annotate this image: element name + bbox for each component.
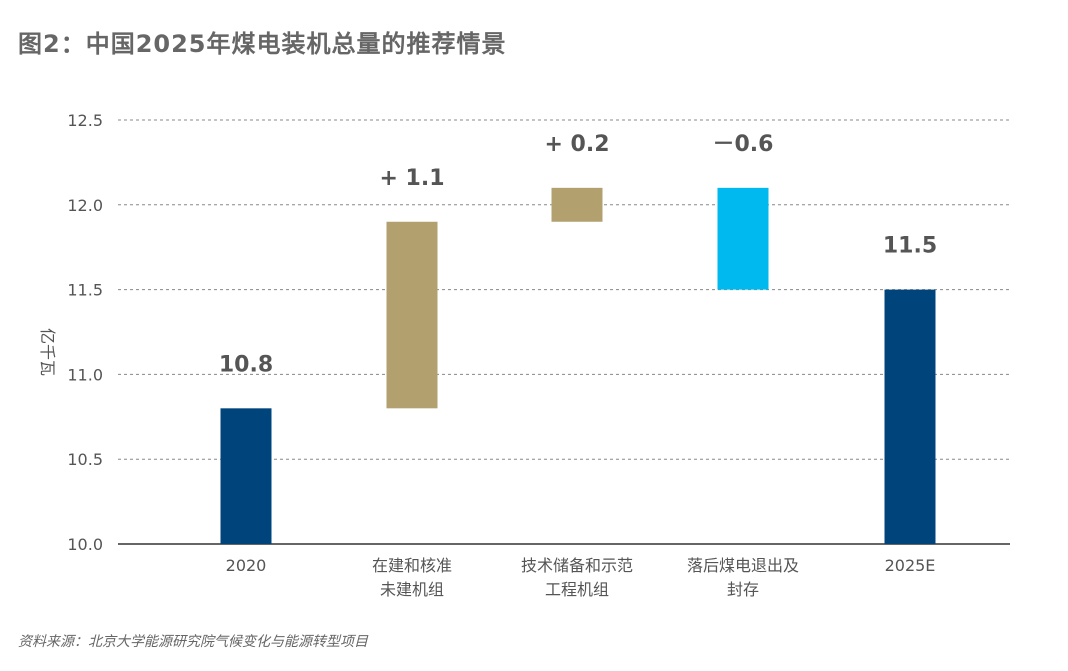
x-category-label: 未建机组: [380, 580, 444, 599]
bar-label-0: 10.8: [219, 352, 273, 377]
source-text: 资料来源：北京大学能源研究院气候变化与能源转型项目: [18, 634, 368, 650]
y-axis-title: 亿千瓦: [38, 328, 57, 376]
x-category-label: 2025E: [885, 556, 936, 575]
x-category-label: 落后煤电退出及: [687, 556, 799, 575]
y-tick-label: 12.5: [67, 111, 103, 130]
bar-label-4: 11.5: [883, 234, 937, 259]
data-labels: 10.8 + 1.1 + 0.2 －0.6 11.5: [219, 132, 937, 377]
x-category-label: 在建和核准: [372, 556, 452, 575]
bar-1: [386, 221, 438, 409]
bar-3: [717, 187, 769, 290]
x-category-label: 2020: [226, 556, 267, 575]
bar-label-3: －0.6: [713, 132, 774, 157]
y-axis: 亿千瓦 10.0 10.5 11.0 11.5 12.0 12.5: [38, 111, 103, 554]
bar-2: [551, 187, 603, 222]
x-category-label: 技术储备和示范: [521, 556, 633, 575]
x-category-label: 工程机组: [545, 580, 609, 599]
bars: [220, 187, 936, 544]
bar-0: [220, 408, 272, 544]
x-category-label: 封存: [727, 580, 759, 599]
y-tick-label: 12.0: [67, 196, 103, 215]
y-tick-label: 11.5: [67, 281, 103, 300]
chart-title: 图2：中国2025年煤电装机总量的推荐情景: [18, 30, 507, 58]
y-tick-label: 10.0: [67, 535, 103, 554]
bar-4: [884, 289, 936, 544]
bar-label-2: + 0.2: [544, 132, 609, 157]
y-tick-label: 11.0: [67, 365, 103, 384]
svg-text:亿千瓦: 亿千瓦: [38, 328, 57, 376]
y-tick-label: 10.5: [67, 450, 103, 469]
bar-label-1: + 1.1: [379, 166, 444, 191]
